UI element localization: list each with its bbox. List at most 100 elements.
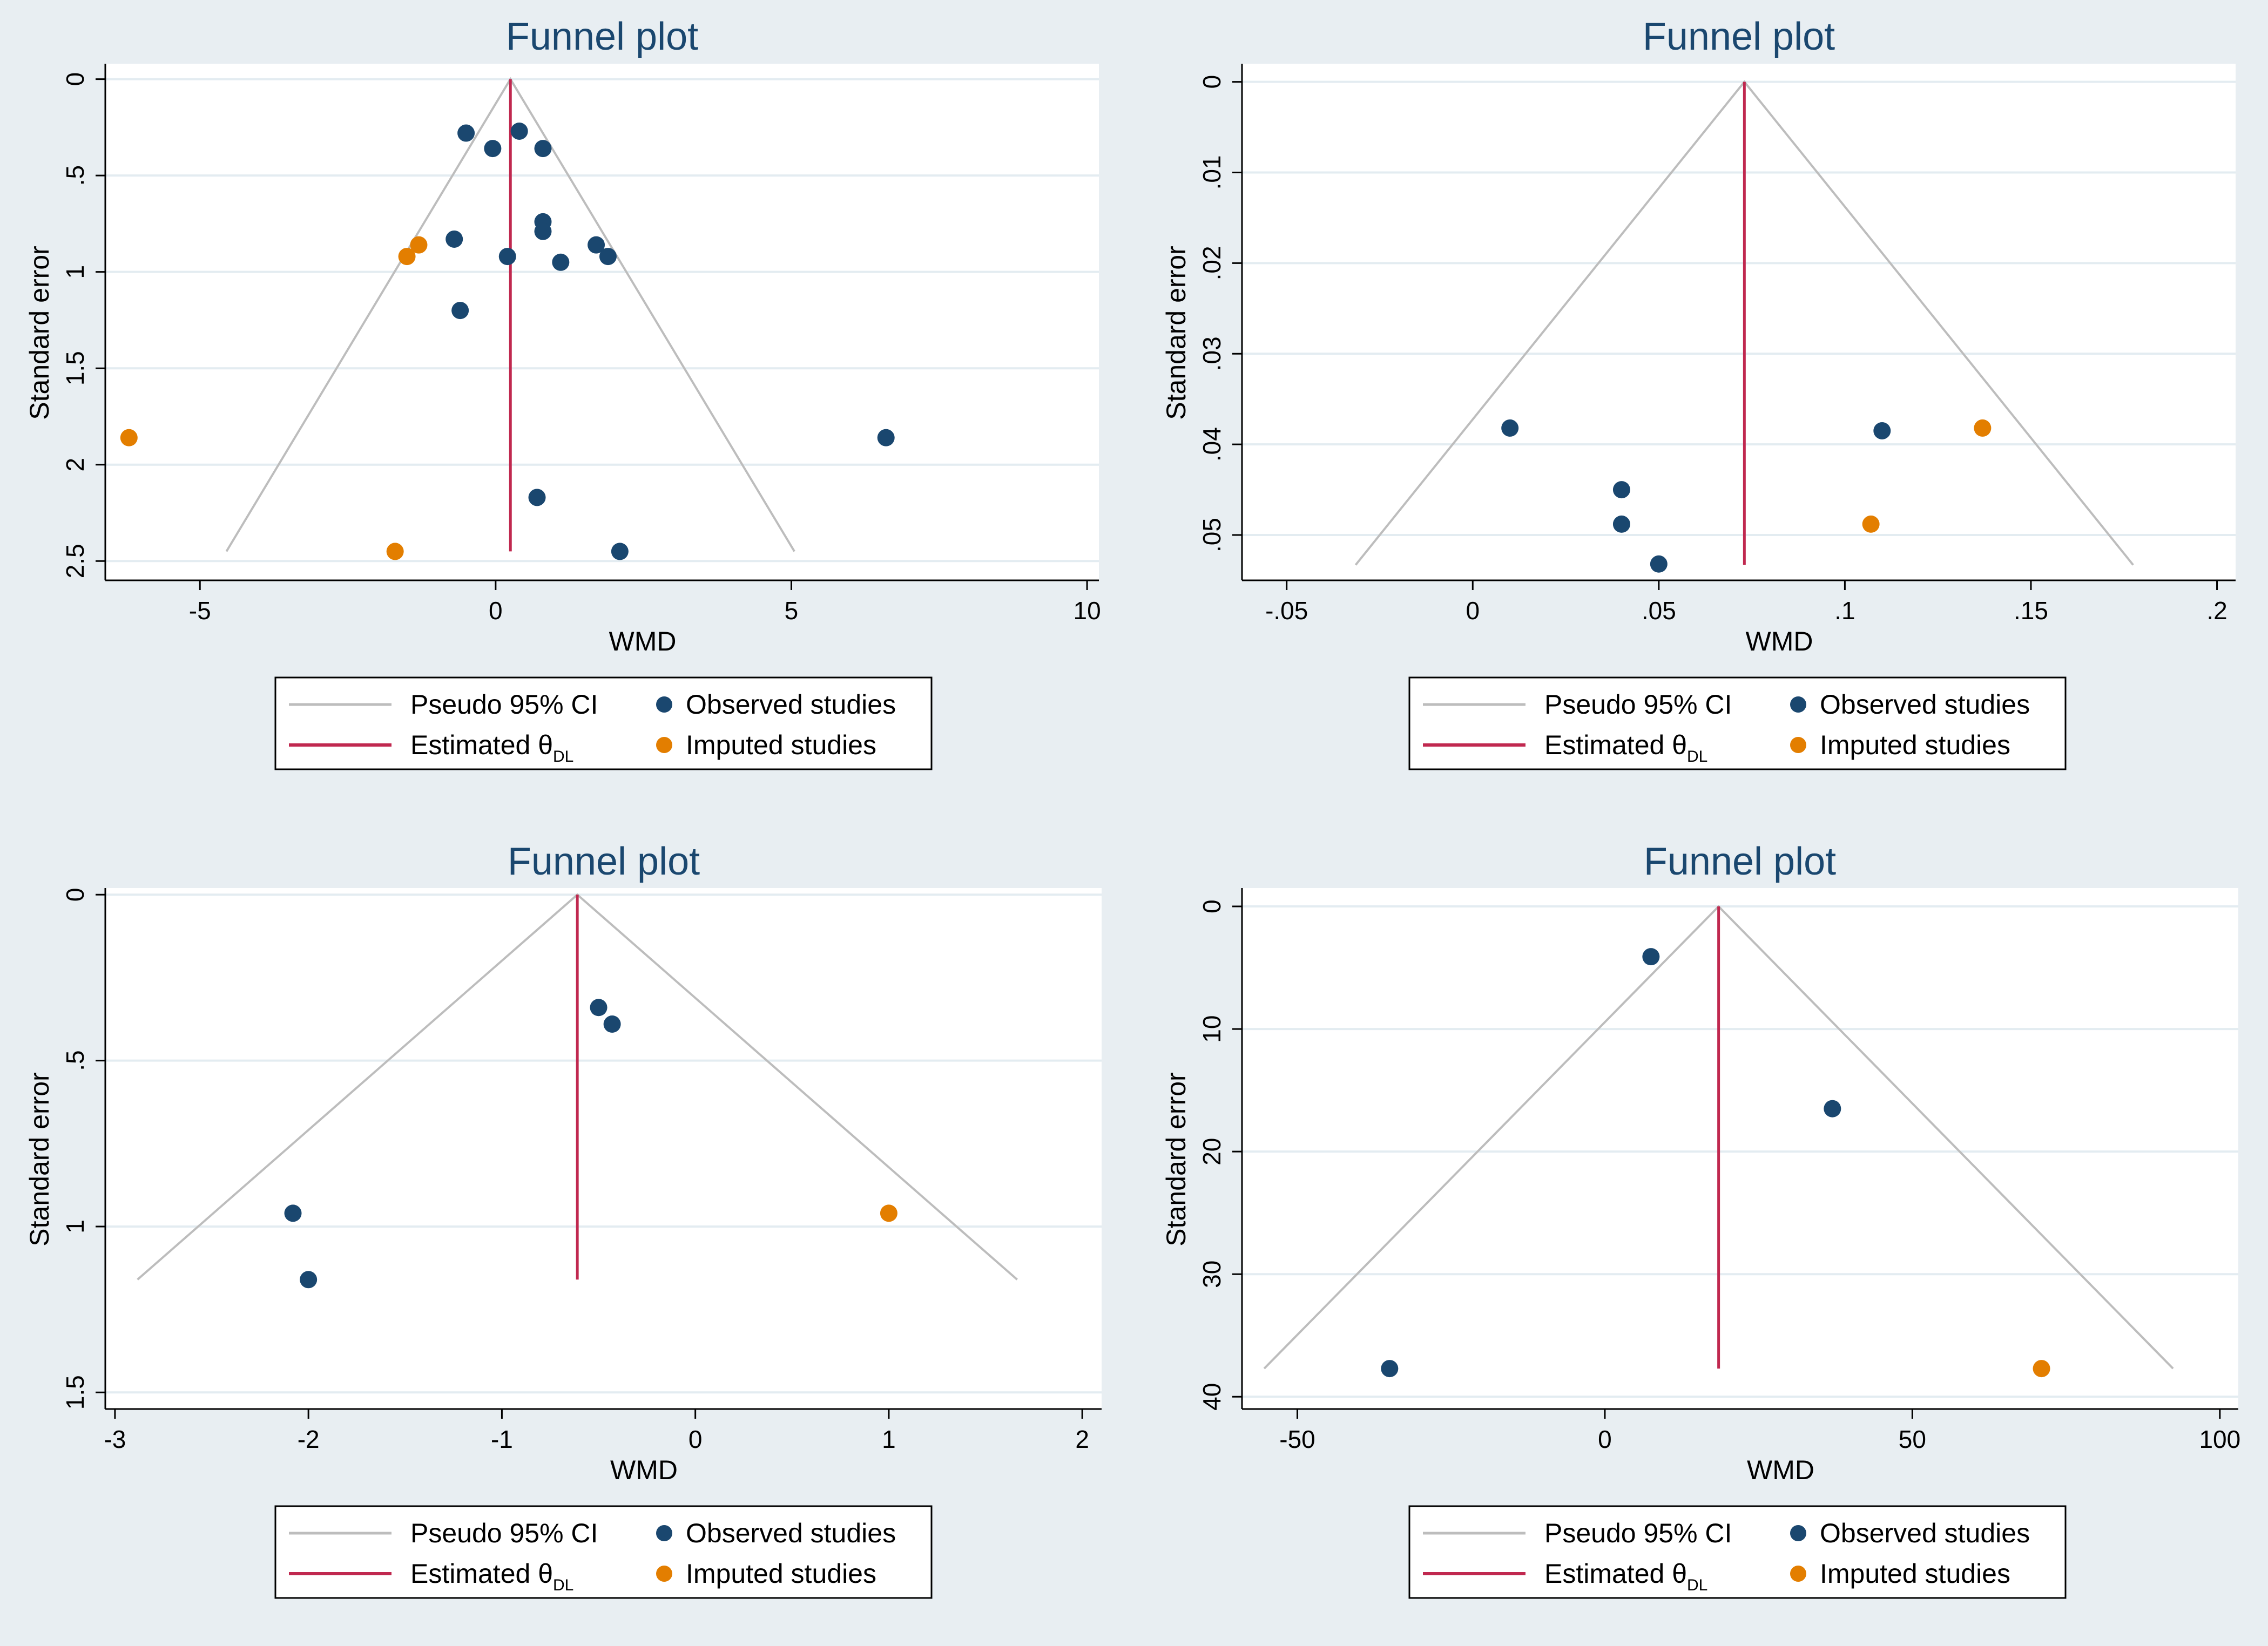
- legend-box: [274, 1505, 933, 1599]
- x-tick-label: 100: [2199, 1425, 2240, 1453]
- y-tick-label: 1.5: [61, 1375, 89, 1410]
- observed-point: [599, 248, 617, 266]
- legend-ci-label: Pseudo 95% CI: [1544, 689, 1732, 720]
- y-tick-label: 10: [1198, 1015, 1226, 1043]
- legend-estimate-label: Estimated θDL: [1544, 730, 1707, 766]
- y-tick-label: 2: [61, 458, 89, 472]
- observed-point: [1501, 419, 1519, 437]
- y-tick-label: 20: [1198, 1138, 1226, 1166]
- y-tick-label: .04: [1198, 427, 1226, 462]
- observed-point: [484, 140, 502, 158]
- legend-ci-label: Pseudo 95% CI: [410, 689, 598, 720]
- legend-estimate-subscript: DL: [1687, 748, 1707, 766]
- y-tick-label: .01: [1198, 155, 1226, 189]
- x-tick-label: 50: [1899, 1425, 1926, 1453]
- imputed-point: [2033, 1360, 2050, 1378]
- chart-title: Funnel plot: [1644, 840, 1836, 883]
- x-tick-label: -2: [298, 1425, 320, 1453]
- y-tick-label: 0: [61, 72, 89, 86]
- x-tick-label: 0: [1466, 597, 1480, 625]
- legend-observed-swatch: [656, 1525, 672, 1541]
- legend-imputed-swatch: [1790, 1566, 1806, 1582]
- legend-estimate-subscript: DL: [553, 1576, 573, 1594]
- observed-point: [603, 1015, 621, 1033]
- x-tick-label: 5: [785, 597, 799, 625]
- legend: Pseudo 95% CI Estimated θDL Observed studi…: [1408, 1505, 2067, 1599]
- y-axis-label: Standard error: [1161, 246, 1191, 419]
- observed-point: [451, 302, 469, 320]
- observed-point: [611, 543, 629, 560]
- y-axis-label: Standard error: [1161, 1072, 1191, 1246]
- chart-title: Funnel plot: [1643, 15, 1835, 58]
- y-tick-label: 0: [1198, 899, 1226, 913]
- imputed-point: [386, 543, 404, 560]
- x-tick-label: -1: [491, 1425, 513, 1453]
- legend-imputed-swatch: [656, 1566, 672, 1582]
- observed-point: [534, 222, 552, 240]
- y-tick-label: .05: [1198, 518, 1226, 552]
- y-axis-label: Standard error: [24, 246, 55, 419]
- legend-estimate-subscript: DL: [1687, 1576, 1707, 1594]
- legend-imputed-swatch: [1790, 737, 1806, 753]
- x-axis-label: WMD: [1747, 1455, 1814, 1485]
- imputed-point: [398, 248, 416, 266]
- y-tick-label: 30: [1198, 1261, 1226, 1288]
- x-tick-label: 1: [882, 1425, 896, 1453]
- observed-point: [1612, 481, 1630, 499]
- x-tick-label: 0: [688, 1425, 703, 1453]
- legend-estimate-label: Estimated θDL: [410, 1559, 573, 1594]
- y-tick-label: .02: [1198, 246, 1226, 280]
- x-tick-label: 0: [489, 597, 503, 625]
- legend-observed-label: Observed studies: [1820, 689, 2030, 720]
- observed-point: [588, 236, 605, 254]
- legend-imputed-label: Imputed studies: [686, 730, 876, 760]
- observed-point: [1824, 1100, 1841, 1117]
- legend-observed-swatch: [656, 696, 672, 713]
- x-tick-label: -50: [1279, 1425, 1315, 1453]
- chart-title: Funnel plot: [508, 840, 700, 883]
- plot-area: [1242, 888, 2238, 1409]
- x-tick-label: .2: [2206, 597, 2227, 625]
- legend-box: [1408, 1505, 2067, 1599]
- legend-imputed-label: Imputed studies: [1820, 730, 2010, 760]
- legend: Pseudo 95% CI Estimated θDL Observed studi…: [1408, 676, 2067, 770]
- x-tick-label: .05: [1642, 597, 1676, 625]
- legend-observed-label: Observed studies: [686, 1518, 896, 1548]
- legend-observed-swatch: [1790, 1525, 1806, 1541]
- legend-ci-label: Pseudo 95% CI: [1544, 1518, 1732, 1548]
- legend-observed-swatch: [1790, 696, 1806, 713]
- y-tick-label: .5: [61, 1050, 89, 1071]
- legend-ci-label: Pseudo 95% CI: [410, 1518, 598, 1548]
- observed-point: [552, 253, 570, 271]
- legend-observed-label: Observed studies: [686, 689, 896, 720]
- funnel-plot-3: -3 -2 -1 0 1 2 0 .5 1 1.5 Funnel plot WMD Standard e…: [24, 840, 1102, 1599]
- observed-point: [1642, 948, 1660, 966]
- observed-point: [284, 1204, 302, 1222]
- observed-point: [1381, 1360, 1399, 1378]
- legend-imputed-swatch: [656, 737, 672, 753]
- legend-estimate-label: Estimated θDL: [1544, 1559, 1707, 1594]
- observed-point: [528, 489, 546, 506]
- y-axis-label: Standard error: [24, 1072, 55, 1246]
- plot-area: [105, 64, 1099, 580]
- observed-point: [1650, 555, 1668, 573]
- imputed-point: [120, 429, 138, 446]
- x-tick-label: .1: [1834, 597, 1855, 625]
- observed-point: [446, 230, 463, 248]
- funnel-plot-2: -.05 0 .05 .1 .15 .2 0 .01 .02 .03 .04 .05 Funnel pl…: [1161, 15, 2236, 770]
- x-tick-label: -3: [104, 1425, 126, 1453]
- x-tick-label: -5: [189, 597, 211, 625]
- plot-area: [105, 888, 1102, 1409]
- x-axis-label: WMD: [1746, 626, 1813, 656]
- funnel-plot-4: -50 0 50 100 0 10 20 30 40 Funnel plot WMD Standard…: [1161, 840, 2240, 1599]
- observed-point: [1612, 515, 1630, 533]
- legend-imputed-label: Imputed studies: [1820, 1559, 2010, 1589]
- observed-point: [1873, 422, 1891, 439]
- observed-point: [534, 140, 552, 158]
- observed-point: [498, 248, 516, 266]
- x-tick-label: 10: [1074, 597, 1101, 625]
- observed-point: [457, 124, 475, 142]
- observed-point: [300, 1271, 318, 1289]
- y-tick-label: 1: [61, 1220, 89, 1234]
- legend-imputed-label: Imputed studies: [686, 1559, 876, 1589]
